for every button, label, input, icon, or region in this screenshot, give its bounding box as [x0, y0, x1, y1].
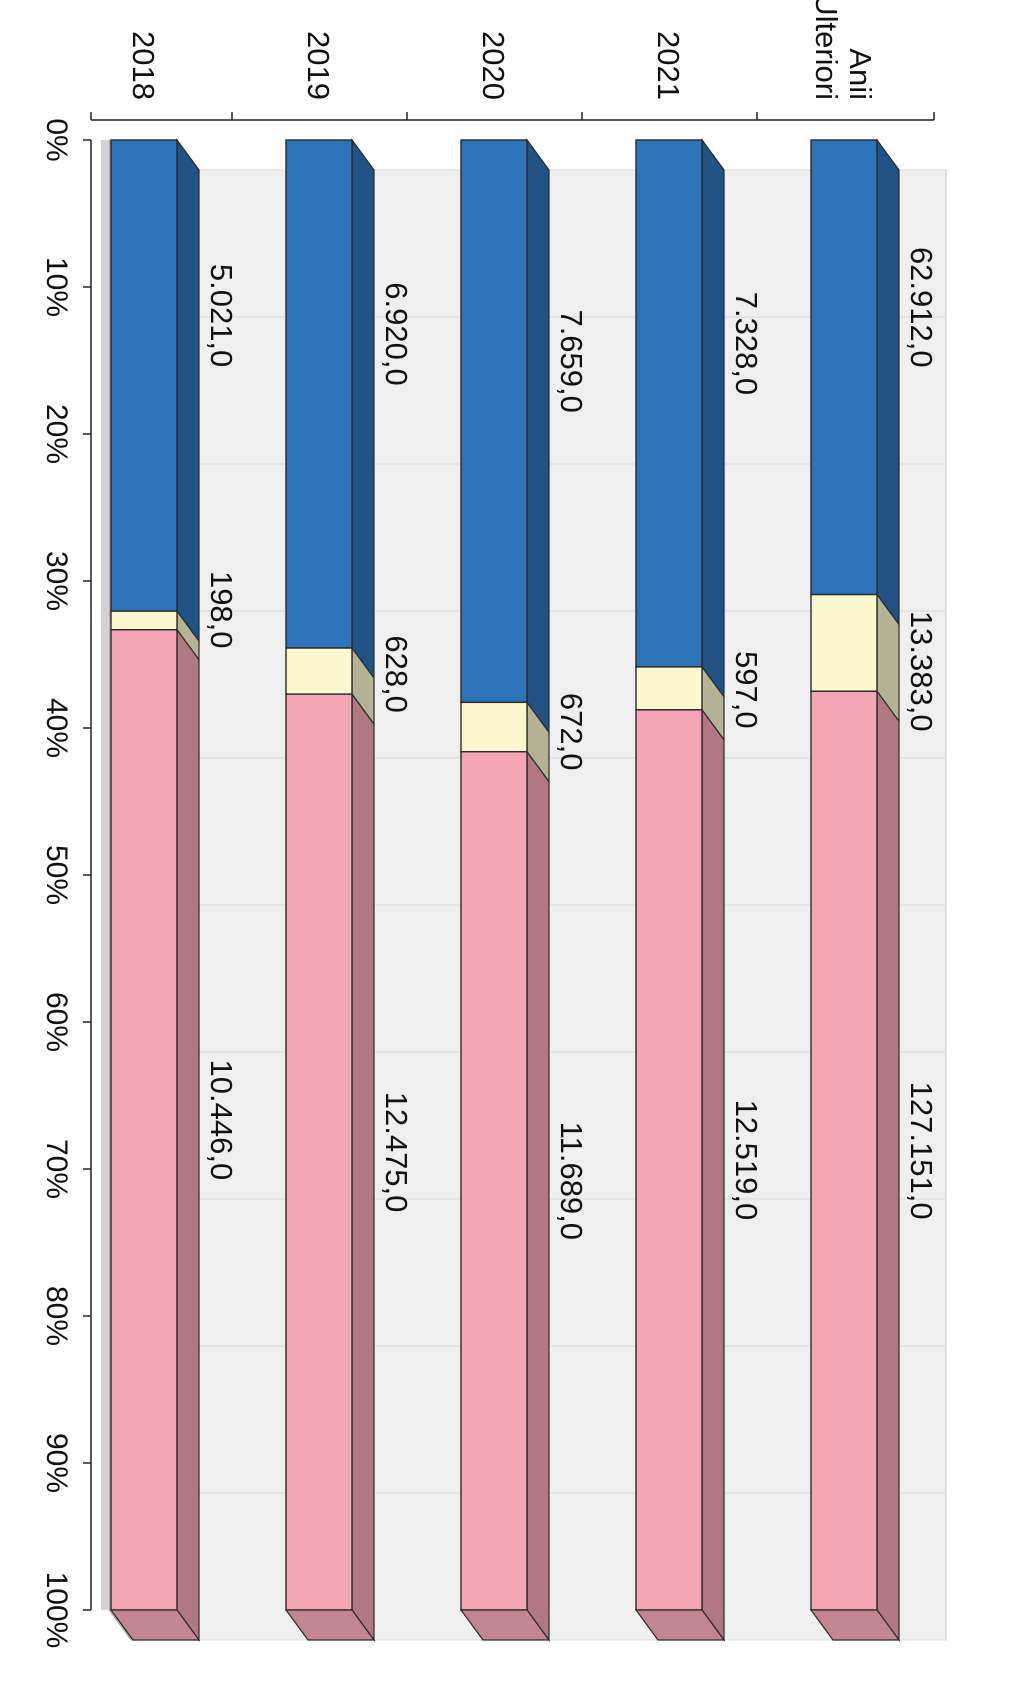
data-label: 198,0	[204, 571, 239, 649]
bar-segment-top	[526, 138, 550, 735]
data-label: 5.021,0	[204, 264, 239, 367]
bar-segment	[635, 666, 703, 711]
category-label: 2019	[301, 31, 336, 100]
bar-segment-side	[109, 1609, 201, 1641]
data-label: 127.151,0	[904, 1082, 939, 1220]
x-tick-label: 50%	[40, 845, 73, 905]
bar-segment-top	[701, 708, 725, 1642]
bar-segment-side	[284, 1609, 376, 1641]
bar-segment-top	[351, 692, 375, 1642]
bar-segment	[635, 709, 703, 1611]
data-label: 13.383,0	[904, 611, 939, 732]
data-label: 10.446,0	[204, 1060, 239, 1181]
data-label: 672,0	[554, 693, 589, 771]
data-label: 62.912,0	[904, 247, 939, 368]
category-label: AniiUlteriori	[809, 0, 878, 100]
category-label: 2020	[476, 31, 511, 100]
data-label: 12.519,0	[729, 1100, 764, 1221]
x-tick-label: 90%	[40, 1433, 73, 1493]
bar-group	[284, 138, 376, 1642]
data-label: 7.328,0	[729, 292, 764, 395]
category-label: 2021	[651, 31, 686, 100]
bar-segment	[810, 690, 878, 1611]
bar-segment	[460, 701, 528, 753]
bar-group	[459, 138, 551, 1642]
bar-segment-side	[634, 1609, 726, 1641]
bar-segment	[460, 139, 528, 704]
bar-segment	[810, 593, 878, 692]
bar-segment-top	[701, 138, 725, 699]
data-label: 6.920,0	[379, 282, 414, 385]
bar-segment	[285, 139, 353, 649]
bar-segment	[285, 647, 353, 695]
chart-floor-edge	[101, 140, 109, 1610]
x-tick-label: 40%	[40, 698, 73, 758]
x-tick-label: 20%	[40, 404, 73, 464]
bar-segment-top	[176, 138, 200, 644]
x-tick-label: 30%	[40, 551, 73, 611]
x-tick-label: 100%	[40, 1572, 73, 1649]
bar-segment	[635, 139, 703, 668]
bar-segment	[110, 629, 178, 1611]
x-tick-label: 60%	[40, 992, 73, 1052]
bar-group	[634, 138, 726, 1642]
x-tick-label: 10%	[40, 257, 73, 317]
bar-segment	[460, 751, 528, 1611]
data-label: 628,0	[379, 635, 414, 713]
bar-segment	[285, 693, 353, 1611]
bar-segment-top	[876, 689, 900, 1642]
data-label: 11.689,0	[554, 1122, 589, 1240]
bar-segment-top	[351, 138, 375, 680]
x-tick-label: 70%	[40, 1139, 73, 1199]
data-label: 597,0	[729, 651, 764, 729]
bar-segment-side	[459, 1609, 551, 1641]
x-tick-label: 80%	[40, 1286, 73, 1346]
x-tick-label: 0%	[40, 118, 73, 161]
data-label: 12.475,0	[379, 1092, 414, 1213]
bar-segment-side	[809, 1609, 901, 1641]
bar-segment	[110, 139, 178, 612]
category-label: 2018	[126, 31, 161, 100]
bar-segment-top	[526, 749, 550, 1642]
bar-segment	[810, 139, 878, 596]
bar-segment-top	[176, 627, 200, 1642]
bar-segment-top	[876, 138, 900, 627]
bar-group	[809, 138, 901, 1642]
data-label: 7.659,0	[554, 309, 589, 412]
bar-segment	[110, 610, 178, 631]
bar-group	[109, 138, 201, 1642]
